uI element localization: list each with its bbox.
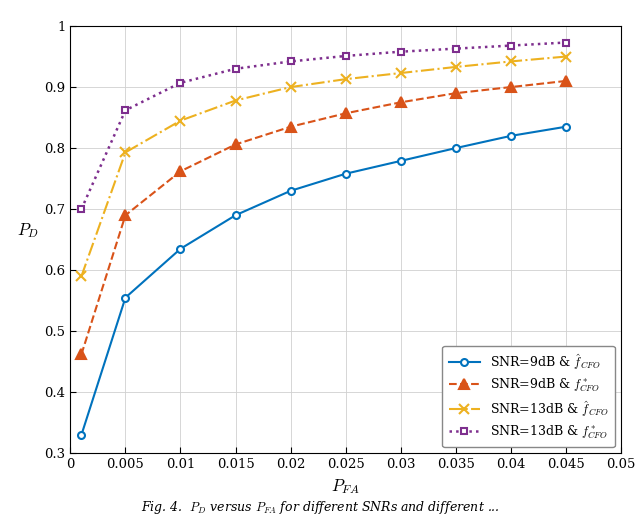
SNR=9dB & $\hat{f}_{CFO}$ xyxy=(122,294,129,301)
SNR=9dB & $f^*_{CFO}$ xyxy=(287,123,294,130)
SNR=9dB & $\hat{f}_{CFO}$ xyxy=(232,212,239,218)
Y-axis label: $P_D$: $P_D$ xyxy=(17,221,39,240)
SNR=13dB & $f^*_{CFO}$ xyxy=(507,42,515,48)
SNR=13dB & $\hat{f}_{CFO}$ xyxy=(287,84,294,90)
SNR=13dB & $f^*_{CFO}$ xyxy=(397,48,404,55)
SNR=13dB & $f^*_{CFO}$ xyxy=(77,206,85,212)
SNR=13dB & $f^*_{CFO}$ xyxy=(232,66,239,72)
SNR=9dB & $f^*_{CFO}$ xyxy=(342,110,349,117)
Line: SNR=13dB & $\hat{f}_{CFO}$: SNR=13dB & $\hat{f}_{CFO}$ xyxy=(77,52,571,281)
SNR=9dB & $\hat{f}_{CFO}$ xyxy=(287,188,294,194)
SNR=13dB & $\hat{f}_{CFO}$ xyxy=(342,76,349,82)
SNR=9dB & $\hat{f}_{CFO}$ xyxy=(342,170,349,177)
SNR=13dB & $f^*_{CFO}$ xyxy=(287,58,294,65)
SNR=9dB & $f^*_{CFO}$ xyxy=(177,168,184,175)
SNR=9dB & $f^*_{CFO}$ xyxy=(122,212,129,218)
SNR=13dB & $\hat{f}_{CFO}$ xyxy=(122,149,129,155)
SNR=9dB & $f^*_{CFO}$ xyxy=(507,84,515,90)
SNR=13dB & $f^*_{CFO}$ xyxy=(342,53,349,59)
SNR=9dB & $\hat{f}_{CFO}$ xyxy=(507,133,515,139)
SNR=13dB & $\hat{f}_{CFO}$ xyxy=(397,70,404,76)
SNR=13dB & $\hat{f}_{CFO}$ xyxy=(232,97,239,104)
Line: SNR=13dB & $f^*_{CFO}$: SNR=13dB & $f^*_{CFO}$ xyxy=(78,39,569,213)
Line: SNR=9dB & $\hat{f}_{CFO}$: SNR=9dB & $\hat{f}_{CFO}$ xyxy=(78,123,569,439)
SNR=13dB & $\hat{f}_{CFO}$ xyxy=(562,54,570,60)
SNR=13dB & $f^*_{CFO}$ xyxy=(562,40,570,46)
SNR=9dB & $\hat{f}_{CFO}$ xyxy=(397,158,404,164)
SNR=13dB & $\hat{f}_{CFO}$ xyxy=(452,64,460,70)
SNR=9dB & $f^*_{CFO}$ xyxy=(77,351,85,357)
SNR=9dB & $f^*_{CFO}$ xyxy=(397,99,404,105)
SNR=9dB & $f^*_{CFO}$ xyxy=(562,78,570,84)
SNR=13dB & $f^*_{CFO}$ xyxy=(177,80,184,86)
X-axis label: $P_{FA}$: $P_{FA}$ xyxy=(332,477,360,495)
SNR=9dB & $f^*_{CFO}$ xyxy=(232,141,239,147)
Text: Fig. 4.  $P_D$ versus $P_{FA}$ for different SNRs and different ...: Fig. 4. $P_D$ versus $P_{FA}$ for differ… xyxy=(141,499,499,516)
Line: SNR=9dB & $f^*_{CFO}$: SNR=9dB & $f^*_{CFO}$ xyxy=(77,76,571,359)
SNR=13dB & $f^*_{CFO}$ xyxy=(452,45,460,52)
Legend: SNR=9dB & $\hat{f}_{CFO}$, SNR=9dB & $f^*_{CFO}$, SNR=13dB & $\hat{f}_{CFO}$, SN: SNR=9dB & $\hat{f}_{CFO}$, SNR=9dB & $f^… xyxy=(442,346,614,447)
SNR=9dB & $\hat{f}_{CFO}$ xyxy=(562,123,570,130)
SNR=13dB & $f^*_{CFO}$ xyxy=(122,107,129,114)
SNR=9dB & $f^*_{CFO}$ xyxy=(452,90,460,96)
SNR=9dB & $\hat{f}_{CFO}$ xyxy=(77,432,85,438)
SNR=9dB & $\hat{f}_{CFO}$ xyxy=(452,145,460,151)
SNR=13dB & $\hat{f}_{CFO}$ xyxy=(177,118,184,124)
SNR=9dB & $\hat{f}_{CFO}$ xyxy=(177,246,184,252)
SNR=13dB & $\hat{f}_{CFO}$ xyxy=(507,58,515,65)
SNR=13dB & $\hat{f}_{CFO}$ xyxy=(77,273,85,279)
